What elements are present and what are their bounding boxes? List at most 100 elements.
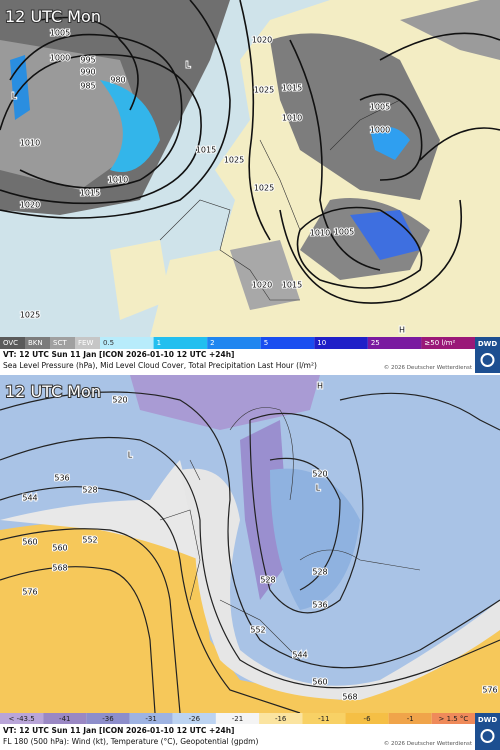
geopotential-label: 576 bbox=[482, 686, 497, 695]
legend-label: ≥50 l/m² bbox=[424, 339, 455, 347]
upper-air-map bbox=[0, 375, 500, 714]
legend-swatch bbox=[345, 713, 389, 724]
isobar-label: 1025 bbox=[254, 184, 274, 193]
geopotential-label: 520 bbox=[112, 396, 127, 405]
legend-label: 10 bbox=[317, 339, 326, 347]
legend-swatch bbox=[153, 337, 208, 349]
geopotential-label: 552 bbox=[250, 626, 265, 635]
legend-label: 1 bbox=[157, 339, 161, 347]
legend-swatch bbox=[421, 337, 475, 349]
isobar-label: 980 bbox=[110, 76, 125, 85]
legends: OVC BKN SCT FEW 0.5 1 2 5 10 25 ≥50 l/m²< -43.5 -41… bbox=[0, 337, 475, 724]
geopotential-label: 560 bbox=[312, 678, 327, 687]
geopotential-label: 528 bbox=[312, 568, 327, 577]
caption-box bbox=[0, 724, 500, 750]
logo-text: DWD bbox=[478, 716, 498, 724]
isobar-label: 1020 bbox=[252, 281, 272, 290]
isobar-label: H bbox=[399, 326, 405, 335]
legend-swatch bbox=[172, 713, 216, 724]
isobar-label: 1000 bbox=[370, 126, 390, 135]
legend-swatch bbox=[367, 337, 422, 349]
copyright: © 2026 Deutscher Wetterdienst bbox=[384, 740, 473, 747]
isobar-label: 995 bbox=[80, 56, 95, 65]
legend-label: BKN bbox=[28, 339, 43, 347]
isobar-label: 1015 bbox=[196, 146, 216, 155]
legend-swatch bbox=[50, 337, 75, 349]
legend-swatch bbox=[129, 713, 173, 724]
geopotential-label: 520 bbox=[312, 470, 327, 479]
legend-swatch bbox=[215, 713, 260, 724]
legend-label: < -43.5 bbox=[8, 715, 34, 723]
legend-label: 5 bbox=[264, 339, 268, 347]
description: Sea Level Pressure (hPa), Mid Level Clou… bbox=[3, 361, 317, 370]
geopotential-label: 560 bbox=[22, 538, 37, 547]
legend-label: -41 bbox=[59, 715, 70, 723]
legend-swatch bbox=[314, 337, 368, 349]
legend-swatch bbox=[43, 713, 87, 724]
geopotential-label: 528 bbox=[82, 486, 97, 495]
description: FL 180 (500 hPa): Wind (kt), Temperature… bbox=[3, 737, 258, 746]
isobar-label: 1005 bbox=[334, 228, 354, 237]
time-label: 12 UTC Mon bbox=[5, 382, 101, 401]
isobar-label: 1000 bbox=[50, 54, 70, 63]
geopotential-label: 536 bbox=[312, 601, 327, 610]
isobar-label: 1025 bbox=[224, 156, 244, 165]
isobar-label: 985 bbox=[80, 82, 95, 91]
legend-swatch bbox=[86, 713, 130, 724]
legend-label: > 1.5 °C bbox=[438, 715, 468, 723]
isobar-label: 1020 bbox=[20, 201, 40, 210]
legend-swatch bbox=[207, 337, 261, 349]
isobar-label: 1005 bbox=[370, 103, 390, 112]
legend-swatch bbox=[0, 713, 44, 724]
legend-swatch bbox=[302, 713, 346, 724]
copyright: © 2026 Deutscher Wetterdienst bbox=[384, 364, 473, 371]
legend-swatch bbox=[75, 337, 100, 349]
isobar-label: 1010 bbox=[20, 139, 40, 148]
pressure-map bbox=[0, 0, 500, 337]
valid-time: VT: 12 UTC Sun 11 Jan [ICON 2026-01-10 1… bbox=[3, 726, 234, 735]
logo: DWD DWD bbox=[475, 337, 500, 750]
isobar-label: 1025 bbox=[254, 86, 274, 95]
legend-swatch bbox=[259, 713, 303, 724]
legend-swatch bbox=[388, 713, 432, 724]
legend-swatch bbox=[25, 337, 50, 349]
legend-swatch bbox=[431, 713, 475, 724]
isobar-label: L bbox=[186, 61, 191, 70]
legend-label: -1 bbox=[407, 715, 414, 723]
legend-swatch bbox=[0, 337, 25, 349]
isobar-label: 1010 bbox=[310, 229, 330, 238]
geopotential-label: L bbox=[316, 484, 321, 493]
isobar-label: 1010 bbox=[108, 176, 128, 185]
isobar-label: 1025 bbox=[20, 311, 40, 320]
legend-label: -31 bbox=[145, 715, 156, 723]
isobar-label: 1015 bbox=[282, 281, 302, 290]
geopotential-label: 576 bbox=[22, 588, 37, 597]
legend-label: -6 bbox=[364, 715, 372, 723]
geopotential-label: 544 bbox=[292, 651, 307, 660]
isobar-label: 1015 bbox=[282, 84, 302, 93]
isobar-label: 1005 bbox=[50, 29, 70, 38]
legend-label: -11 bbox=[318, 715, 329, 723]
isobar-label: 1020 bbox=[252, 36, 272, 45]
legend-label: 25 bbox=[371, 339, 380, 347]
isobar-label: 990 bbox=[80, 68, 95, 77]
geopotential-label: H bbox=[317, 382, 323, 391]
time-label: 12 UTC Mon bbox=[5, 7, 101, 26]
legend-label: -21 bbox=[232, 715, 243, 723]
caption-box bbox=[0, 349, 500, 373]
legend-label: FEW bbox=[78, 339, 93, 347]
legend-label: -16 bbox=[275, 715, 287, 723]
geopotential-label: 568 bbox=[52, 564, 67, 573]
legend-label: -26 bbox=[189, 715, 201, 723]
legend-swatch bbox=[260, 337, 315, 349]
legend-swatch bbox=[100, 337, 154, 349]
legend-label: 0.5 bbox=[103, 339, 114, 347]
geopotential-label: 544 bbox=[22, 494, 37, 503]
geopotential-label: 568 bbox=[342, 693, 357, 702]
geopotential-label: 528 bbox=[260, 576, 275, 585]
legend-label: SCT bbox=[53, 339, 67, 347]
legend-label: 2 bbox=[210, 339, 214, 347]
